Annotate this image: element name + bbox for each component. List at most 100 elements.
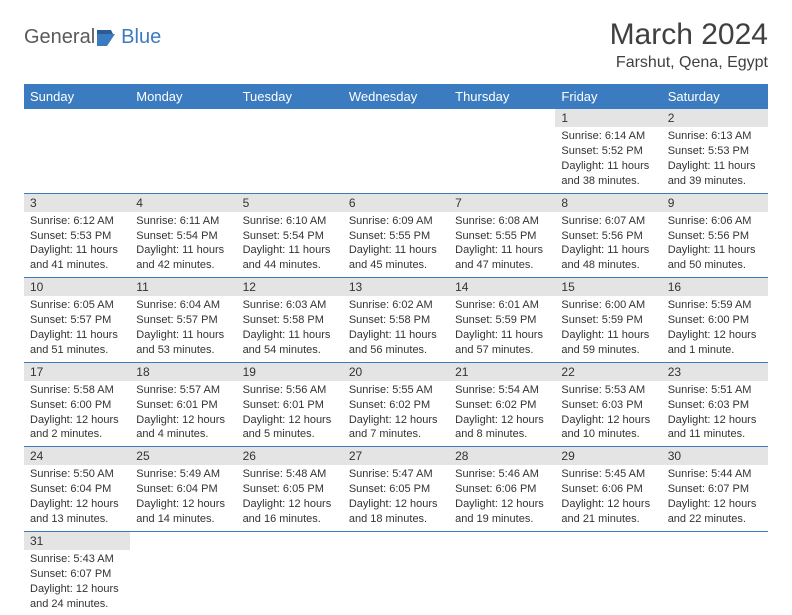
calendar-day-cell	[343, 531, 449, 615]
calendar-week-row: 31Sunrise: 5:43 AMSunset: 6:07 PMDayligh…	[24, 531, 768, 615]
calendar-week-row: 17Sunrise: 5:58 AMSunset: 6:00 PMDayligh…	[24, 362, 768, 447]
day-header-row: Sunday Monday Tuesday Wednesday Thursday…	[24, 84, 768, 109]
calendar-day-cell: 10Sunrise: 6:05 AMSunset: 5:57 PMDayligh…	[24, 278, 130, 363]
day-details: Sunrise: 6:14 AMSunset: 5:52 PMDaylight:…	[555, 127, 661, 192]
sunset-line: Sunset: 6:02 PM	[455, 398, 549, 413]
calendar-day-cell: 5Sunrise: 6:10 AMSunset: 5:54 PMDaylight…	[237, 193, 343, 278]
daylight-line: Daylight: 11 hours and 39 minutes.	[668, 159, 762, 189]
calendar-day-cell: 15Sunrise: 6:00 AMSunset: 5:59 PMDayligh…	[555, 278, 661, 363]
sunrise-line: Sunrise: 5:48 AM	[243, 467, 337, 482]
calendar-day-cell: 31Sunrise: 5:43 AMSunset: 6:07 PMDayligh…	[24, 531, 130, 615]
sunrise-line: Sunrise: 6:02 AM	[349, 298, 443, 313]
day-number: 5	[237, 194, 343, 212]
daylight-line: Daylight: 11 hours and 59 minutes.	[561, 328, 655, 358]
sunset-line: Sunset: 5:54 PM	[136, 229, 230, 244]
sunrise-line: Sunrise: 5:53 AM	[561, 383, 655, 398]
calendar-day-cell: 3Sunrise: 6:12 AMSunset: 5:53 PMDaylight…	[24, 193, 130, 278]
sunrise-line: Sunrise: 6:11 AM	[136, 214, 230, 229]
sunrise-line: Sunrise: 5:45 AM	[561, 467, 655, 482]
sunrise-line: Sunrise: 6:13 AM	[668, 129, 762, 144]
sunset-line: Sunset: 5:56 PM	[561, 229, 655, 244]
sunrise-line: Sunrise: 5:43 AM	[30, 552, 124, 567]
day-number: 20	[343, 363, 449, 381]
calendar-day-cell: 6Sunrise: 6:09 AMSunset: 5:55 PMDaylight…	[343, 193, 449, 278]
day-details: Sunrise: 5:49 AMSunset: 6:04 PMDaylight:…	[130, 465, 236, 530]
day-details: Sunrise: 5:50 AMSunset: 6:04 PMDaylight:…	[24, 465, 130, 530]
sunrise-line: Sunrise: 5:55 AM	[349, 383, 443, 398]
calendar-day-cell: 2Sunrise: 6:13 AMSunset: 5:53 PMDaylight…	[662, 109, 768, 193]
day-number: 8	[555, 194, 661, 212]
day-number: 11	[130, 278, 236, 296]
sunset-line: Sunset: 6:01 PM	[243, 398, 337, 413]
day-number: 10	[24, 278, 130, 296]
day-details: Sunrise: 5:45 AMSunset: 6:06 PMDaylight:…	[555, 465, 661, 530]
month-title: March 2024	[610, 18, 768, 52]
day-details: Sunrise: 6:06 AMSunset: 5:56 PMDaylight:…	[662, 212, 768, 277]
sunset-line: Sunset: 6:03 PM	[668, 398, 762, 413]
day-header: Saturday	[662, 84, 768, 109]
calendar-day-cell: 17Sunrise: 5:58 AMSunset: 6:00 PMDayligh…	[24, 362, 130, 447]
daylight-line: Daylight: 12 hours and 11 minutes.	[668, 413, 762, 443]
calendar-week-row: 24Sunrise: 5:50 AMSunset: 6:04 PMDayligh…	[24, 447, 768, 532]
page-header: General Blue March 2024 Farshut, Qena, E…	[24, 18, 768, 72]
day-details: Sunrise: 5:59 AMSunset: 6:00 PMDaylight:…	[662, 296, 768, 361]
calendar-day-cell	[130, 109, 236, 193]
day-details: Sunrise: 5:43 AMSunset: 6:07 PMDaylight:…	[24, 550, 130, 615]
daylight-line: Daylight: 12 hours and 7 minutes.	[349, 413, 443, 443]
day-details: Sunrise: 6:13 AMSunset: 5:53 PMDaylight:…	[662, 127, 768, 192]
daylight-line: Daylight: 11 hours and 47 minutes.	[455, 243, 549, 273]
sunset-line: Sunset: 5:59 PM	[561, 313, 655, 328]
calendar-day-cell: 9Sunrise: 6:06 AMSunset: 5:56 PMDaylight…	[662, 193, 768, 278]
day-number: 30	[662, 447, 768, 465]
daylight-line: Daylight: 11 hours and 57 minutes.	[455, 328, 549, 358]
calendar-day-cell: 29Sunrise: 5:45 AMSunset: 6:06 PMDayligh…	[555, 447, 661, 532]
calendar-day-cell	[24, 109, 130, 193]
day-number: 31	[24, 532, 130, 550]
calendar-day-cell: 20Sunrise: 5:55 AMSunset: 6:02 PMDayligh…	[343, 362, 449, 447]
sunrise-line: Sunrise: 6:03 AM	[243, 298, 337, 313]
calendar-day-cell	[237, 531, 343, 615]
daylight-line: Daylight: 12 hours and 5 minutes.	[243, 413, 337, 443]
sunrise-line: Sunrise: 5:51 AM	[668, 383, 762, 398]
sunset-line: Sunset: 5:52 PM	[561, 144, 655, 159]
day-details: Sunrise: 5:58 AMSunset: 6:00 PMDaylight:…	[24, 381, 130, 446]
day-details: Sunrise: 6:05 AMSunset: 5:57 PMDaylight:…	[24, 296, 130, 361]
day-details: Sunrise: 5:48 AMSunset: 6:05 PMDaylight:…	[237, 465, 343, 530]
day-number: 27	[343, 447, 449, 465]
calendar-day-cell: 21Sunrise: 5:54 AMSunset: 6:02 PMDayligh…	[449, 362, 555, 447]
day-details: Sunrise: 6:01 AMSunset: 5:59 PMDaylight:…	[449, 296, 555, 361]
sunrise-line: Sunrise: 5:47 AM	[349, 467, 443, 482]
day-number: 25	[130, 447, 236, 465]
logo-text-general: General	[24, 26, 95, 49]
day-details: Sunrise: 5:54 AMSunset: 6:02 PMDaylight:…	[449, 381, 555, 446]
day-number: 18	[130, 363, 236, 381]
location-text: Farshut, Qena, Egypt	[610, 54, 768, 72]
calendar-day-cell: 25Sunrise: 5:49 AMSunset: 6:04 PMDayligh…	[130, 447, 236, 532]
sunset-line: Sunset: 5:53 PM	[668, 144, 762, 159]
daylight-line: Daylight: 11 hours and 53 minutes.	[136, 328, 230, 358]
calendar-week-row: 10Sunrise: 6:05 AMSunset: 5:57 PMDayligh…	[24, 278, 768, 363]
calendar-day-cell: 19Sunrise: 5:56 AMSunset: 6:01 PMDayligh…	[237, 362, 343, 447]
day-details: Sunrise: 6:02 AMSunset: 5:58 PMDaylight:…	[343, 296, 449, 361]
daylight-line: Daylight: 12 hours and 8 minutes.	[455, 413, 549, 443]
day-details: Sunrise: 6:08 AMSunset: 5:55 PMDaylight:…	[449, 212, 555, 277]
calendar-day-cell: 27Sunrise: 5:47 AMSunset: 6:05 PMDayligh…	[343, 447, 449, 532]
calendar-day-cell	[449, 109, 555, 193]
daylight-line: Daylight: 11 hours and 45 minutes.	[349, 243, 443, 273]
sunset-line: Sunset: 6:06 PM	[455, 482, 549, 497]
sunset-line: Sunset: 5:58 PM	[243, 313, 337, 328]
calendar-day-cell: 28Sunrise: 5:46 AMSunset: 6:06 PMDayligh…	[449, 447, 555, 532]
sunset-line: Sunset: 6:05 PM	[243, 482, 337, 497]
calendar-day-cell	[449, 531, 555, 615]
sunrise-line: Sunrise: 5:57 AM	[136, 383, 230, 398]
sunset-line: Sunset: 6:06 PM	[561, 482, 655, 497]
calendar-week-row: 3Sunrise: 6:12 AMSunset: 5:53 PMDaylight…	[24, 193, 768, 278]
sunset-line: Sunset: 6:07 PM	[30, 567, 124, 582]
day-details: Sunrise: 6:10 AMSunset: 5:54 PMDaylight:…	[237, 212, 343, 277]
calendar-day-cell	[343, 109, 449, 193]
daylight-line: Daylight: 12 hours and 21 minutes.	[561, 497, 655, 527]
sunrise-line: Sunrise: 5:54 AM	[455, 383, 549, 398]
day-number: 16	[662, 278, 768, 296]
sunrise-line: Sunrise: 5:46 AM	[455, 467, 549, 482]
daylight-line: Daylight: 11 hours and 41 minutes.	[30, 243, 124, 273]
